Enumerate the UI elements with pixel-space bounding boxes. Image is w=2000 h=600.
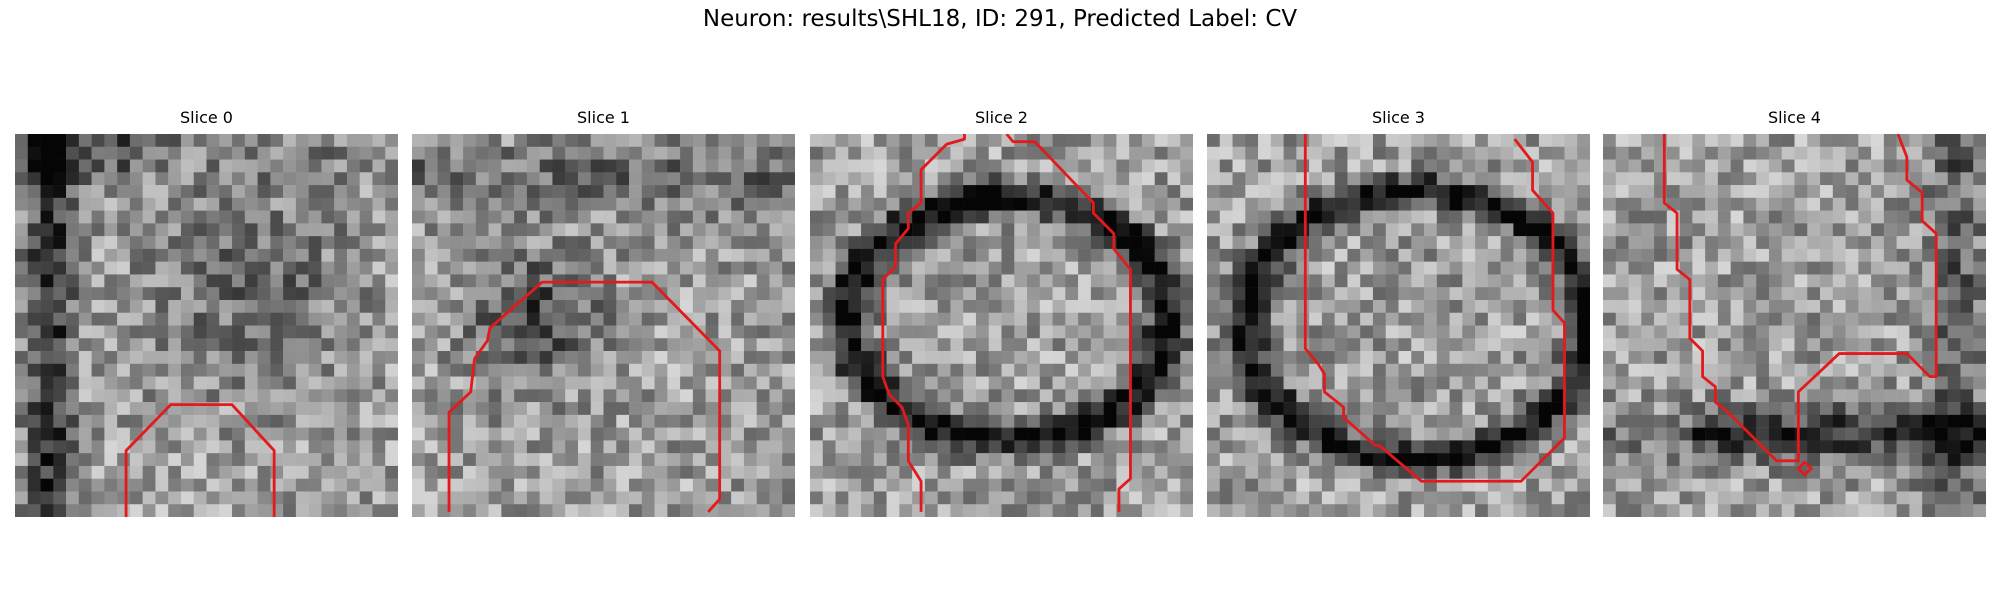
contour-line	[1303, 134, 1566, 483]
grayscale-pixels	[412, 134, 795, 517]
grayscale-pixels	[810, 134, 1193, 517]
contour-line	[1662, 134, 1938, 463]
contour-line	[447, 280, 722, 513]
slice-title: Slice 4	[1768, 108, 1821, 127]
slice-image	[412, 134, 795, 517]
slice-image	[810, 134, 1193, 517]
slice-title: Slice 3	[1372, 108, 1425, 127]
slice-title: Slice 1	[577, 108, 630, 127]
slice-image	[1603, 134, 1986, 517]
contour-marker	[1796, 460, 1814, 477]
slice-image	[15, 134, 398, 517]
grayscale-pixels	[1603, 134, 1986, 517]
grayscale-pixels	[15, 134, 398, 517]
slice-image	[1207, 134, 1590, 517]
contour-line	[1005, 134, 1132, 512]
slice-title: Slice 0	[180, 108, 233, 127]
contour-line	[124, 403, 276, 517]
slice-title: Slice 2	[975, 108, 1028, 127]
contour-line	[881, 134, 966, 512]
figure-title: Neuron: results\SHL18, ID: 291, Predicte…	[702, 6, 1298, 32]
